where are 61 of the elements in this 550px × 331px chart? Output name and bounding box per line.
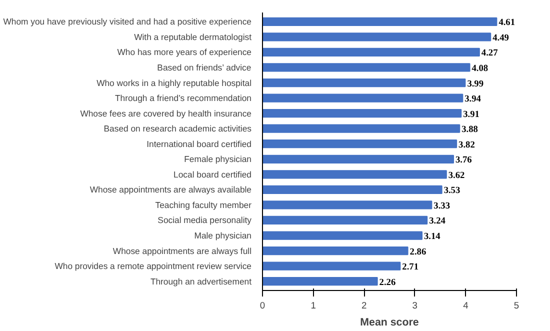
bar [262,48,480,57]
y-tick-label: Local board certified [174,169,252,180]
data-label: 4.08 [472,64,488,74]
data-label: 2.86 [410,247,426,258]
bar [262,17,498,26]
data-label: 4.49 [492,33,510,44]
bar [262,277,378,286]
x-tick-label: 5 [514,300,520,310]
x-tick-label: 3 [412,300,418,310]
y-tick-label: Whose appointments are always full [112,246,252,256]
bar [262,140,458,148]
y-tick-label: Female physician [184,154,252,164]
data-label: 3.82 [458,140,476,150]
bar [262,231,423,240]
y-tick-label: Whom you have previously visited and had a positive experience [3,16,252,27]
y-tick-label: Whose fees are covered by health insurance [80,108,252,118]
bar [262,124,460,133]
data-label: 3.94 [464,94,482,105]
y-tick-label: Who has more years of experience [117,47,252,58]
data-label: 3.62 [448,170,466,181]
y-tick-label: Social media personality [158,215,252,226]
data-label: 3.53 [444,186,460,196]
bar [262,216,428,225]
data-label: 4.27 [481,48,498,59]
bar [262,246,408,256]
data-label: 4.61 [498,18,516,28]
x-axis-title: Mean score [360,316,419,328]
y-tick-label: International board certified [146,138,252,149]
data-label: 3.33 [434,201,450,212]
bar [262,170,447,179]
bar [262,32,492,42]
y-tick-label: Through a friend’s recommendation [115,93,252,104]
x-tick-label: 2 [362,300,367,310]
data-label: 3.24 [429,216,446,227]
bar [262,200,432,210]
x-tick-label: 0 [260,300,266,310]
data-label: 3.14 [424,232,441,242]
bar [262,185,442,194]
bar [262,94,464,102]
bar [262,63,470,72]
x-tick-label: 1 [310,300,316,310]
y-tick-label: Teaching faculty member [155,200,252,210]
bar [262,154,454,164]
data-label: 2.71 [402,262,419,273]
data-label: 2.26 [379,278,396,288]
data-label: 3.76 [456,156,472,166]
bar [262,78,466,88]
y-tick-label: Based on research academic activities [104,124,252,134]
data-label: 3.99 [467,79,484,90]
bar [262,262,401,270]
y-tick-label: Who works in a highly reputable hospital [96,78,252,88]
data-label: 3.91 [463,110,480,120]
y-tick-label: Male physician [194,230,252,241]
y-tick-label: Who provides a remote appointment review service [54,261,252,272]
data-label: 3.88 [462,125,478,136]
y-tick-label: Through an advertisement [150,276,252,286]
y-tick-label: With a reputable dermatologist [134,32,252,42]
y-tick-label: Whose appointments are always available [90,184,252,195]
y-tick-label: Based on friends’ advice [157,62,252,72]
x-tick-label: 4 [463,300,468,310]
bar [262,108,462,118]
